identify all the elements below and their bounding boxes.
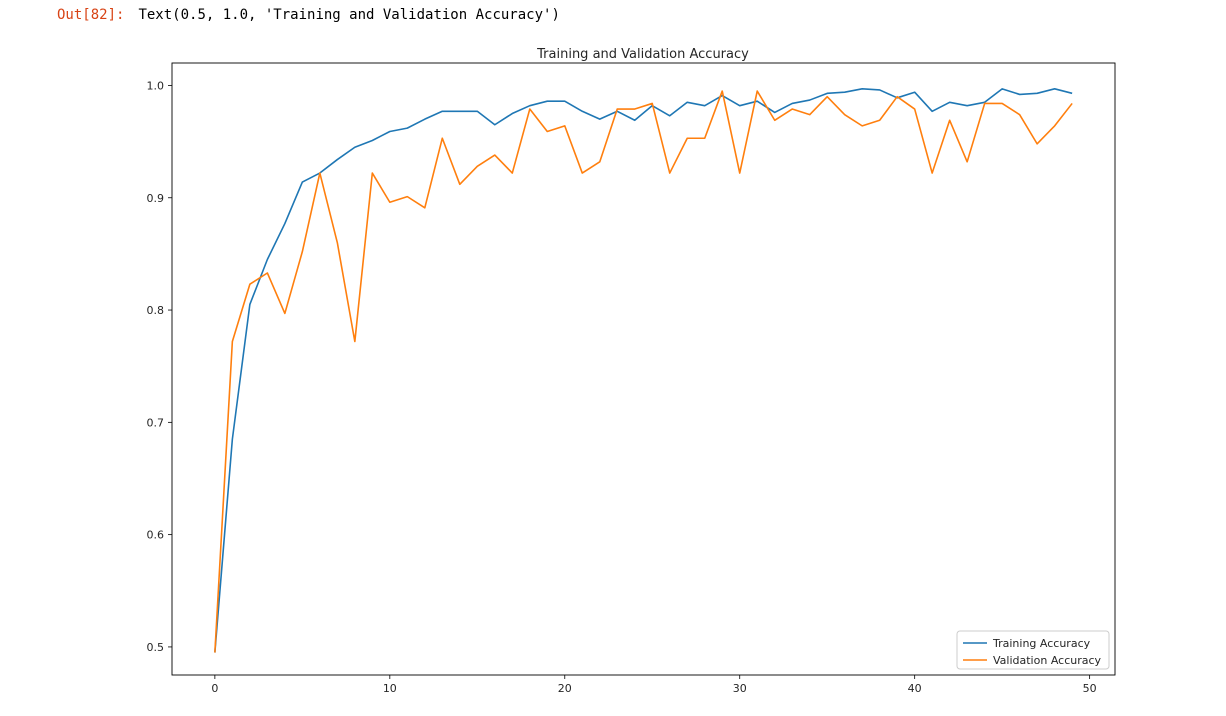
x-tick-label: 20 (558, 682, 572, 695)
output-text: Text(0.5, 1.0, 'Training and Validation … (138, 7, 560, 23)
output-prompt: Out[82]: (57, 7, 125, 23)
y-tick-label: 0.8 (147, 304, 165, 317)
y-tick-label: 0.5 (147, 641, 165, 654)
series-line-validation (214, 90, 1073, 653)
legend: Training Accuracy Validation Accuracy (956, 630, 1110, 670)
legend-box (956, 630, 1110, 670)
series-lines (214, 88, 1073, 653)
legend-label: Training Accuracy (992, 637, 1091, 650)
y-tick-label: 0.9 (147, 192, 165, 205)
y-tick-label: 0.7 (147, 416, 165, 429)
x-tick-label: 0 (211, 682, 218, 695)
series-line-training (214, 88, 1073, 653)
axes-frame (171, 62, 1116, 676)
legend-label: Validation Accuracy (993, 654, 1102, 667)
y-tick-label: 0.6 (147, 529, 165, 542)
x-tick-label: 30 (733, 682, 747, 695)
x-tick-label: 50 (1083, 682, 1097, 695)
chart-title: Training and Validation Accuracy (536, 47, 749, 62)
output-cell: Out[82]: Text(0.5, 1.0, 'Training and Va… (57, 5, 560, 25)
x-tick-label: 40 (908, 682, 922, 695)
axis-ticks: 0 10 20 30 40 50 0.5 0.6 0.7 0.8 0.9 1.0 (147, 79, 1097, 695)
x-tick-label: 10 (383, 682, 397, 695)
y-tick-label: 1.0 (147, 79, 165, 92)
